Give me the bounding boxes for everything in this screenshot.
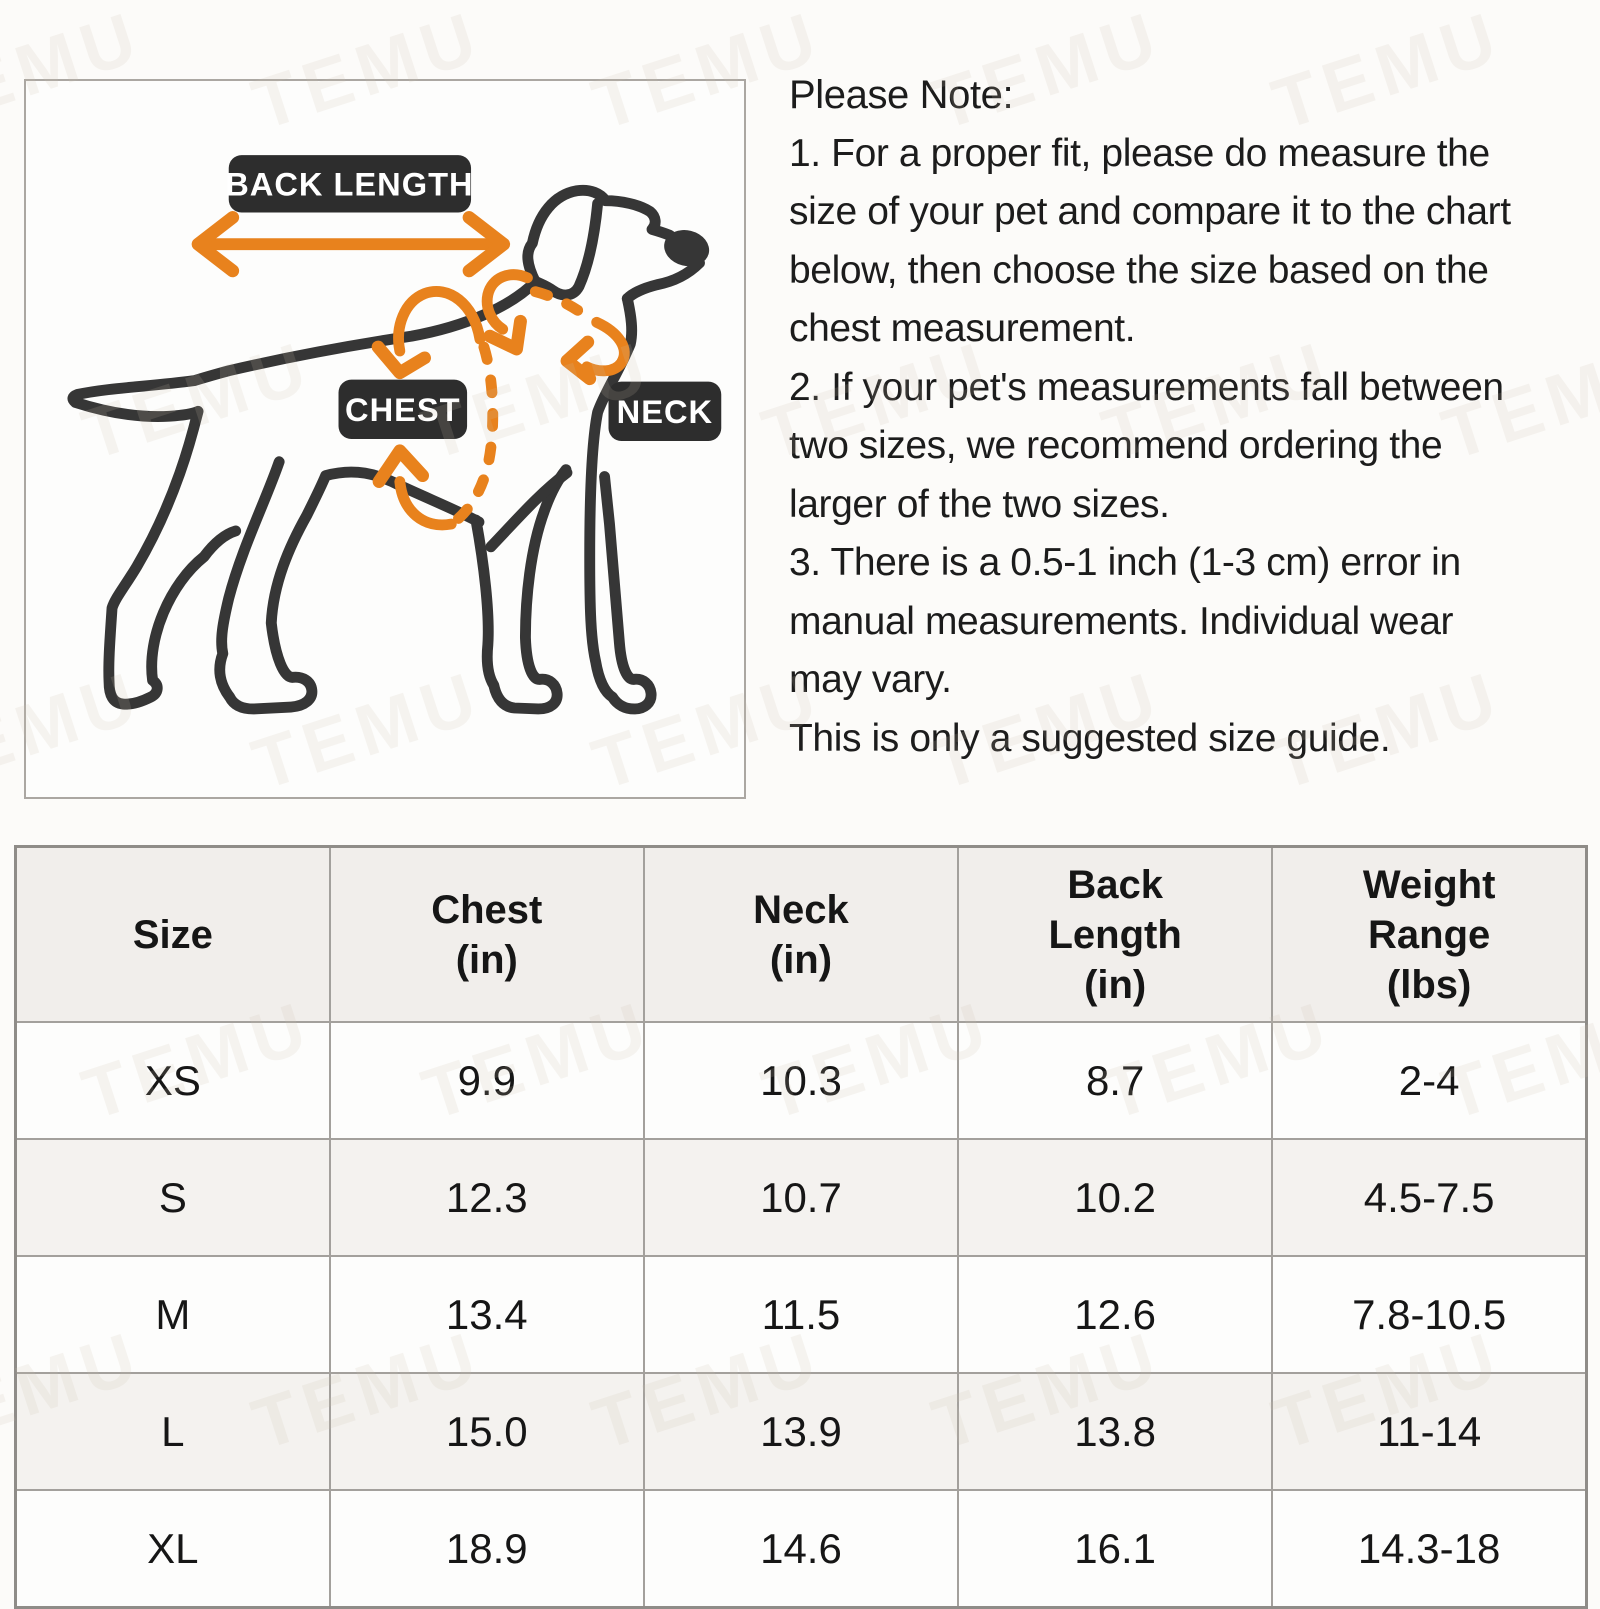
note-line: 2. If your pet's measurements fall betwe… — [789, 365, 1504, 409]
neck-label-text: NECK — [617, 393, 713, 430]
table-cell: 14.6 — [642, 1489, 960, 1609]
table-row: M 13.4 11.5 12.6 7.8-10.5 — [14, 1255, 1588, 1374]
chest-label-text: CHEST — [345, 391, 461, 428]
dog-outline — [67, 184, 710, 715]
size-chart-table: Size Chest (in) Neck (in) Back Length (in) Weigh… — [14, 845, 1588, 1609]
neck-label: NECK — [608, 381, 722, 441]
table-cell: 13.9 — [642, 1372, 960, 1491]
note-line: 1. For a proper fit, please do measure t… — [789, 131, 1490, 175]
column-header: Back Length (in) — [957, 845, 1274, 1023]
table-cell: 7.8-10.5 — [1271, 1255, 1588, 1374]
table-cell: L — [14, 1372, 331, 1491]
table-cell: 4.5-7.5 — [1271, 1138, 1588, 1257]
table-cell: 11.5 — [642, 1255, 960, 1374]
table-cell: XL — [14, 1489, 331, 1609]
table-cell: 9.9 — [328, 1021, 645, 1140]
measurement-diagram-box: BACK LENGTH CHEST NECK — [24, 79, 746, 799]
back-length-label: BACK LENGTH — [225, 155, 473, 213]
chest-measure-arrow — [371, 286, 499, 531]
size-table-body: XS 9.9 10.3 8.7 2-4 S 12.3 10.7 10.2 4.5-7.5 M 13.4… — [14, 1021, 1588, 1609]
table-cell: 16.1 — [957, 1489, 1274, 1609]
table-cell: 8.7 — [957, 1021, 1274, 1140]
table-cell: S — [14, 1138, 331, 1257]
table-row: XS 9.9 10.3 8.7 2-4 — [14, 1021, 1588, 1140]
table-cell: 13.8 — [957, 1372, 1274, 1491]
table-row: L 15.0 13.9 13.8 11-14 — [14, 1372, 1588, 1491]
table-row: XL 18.9 14.6 16.1 14.3-18 — [14, 1489, 1588, 1609]
table-cell: 10.3 — [642, 1021, 960, 1140]
table-cell: 18.9 — [328, 1489, 645, 1609]
column-header: Weight Range (lbs) — [1271, 845, 1588, 1023]
note-title: Please Note: — [789, 73, 1014, 117]
table-row: S 12.3 10.7 10.2 4.5-7.5 — [14, 1138, 1588, 1257]
table-cell: 15.0 — [328, 1372, 645, 1491]
dog-measurement-diagram: BACK LENGTH CHEST NECK — [67, 155, 722, 715]
note-section: Please Note: 1. For a proper fit, please… — [789, 66, 1594, 768]
column-header: Neck (in) — [642, 845, 960, 1023]
note-line: chest measurement. — [789, 307, 1136, 350]
table-cell: 14.3-18 — [1271, 1489, 1588, 1609]
table-cell: 10.2 — [957, 1138, 1274, 1257]
note-line: 3. There is a 0.5-1 inch (1-3 cm) error … — [789, 541, 1461, 584]
table-cell: XS — [14, 1021, 331, 1140]
back-length-label-text: BACK LENGTH — [225, 166, 473, 203]
note-line: size of your pet and compare it to the c… — [789, 190, 1511, 233]
table-cell: 13.4 — [328, 1255, 645, 1374]
note-line: This is only a suggested size guide. — [789, 716, 1391, 760]
note-line: may vary. — [789, 658, 952, 701]
note-line: larger of the two sizes. — [789, 482, 1170, 526]
dog-nose — [664, 229, 710, 267]
chest-label: CHEST — [338, 379, 468, 439]
size-table-header-row: Size Chest (in) Neck (in) Back Length (in) Weigh… — [14, 845, 1588, 1023]
back-length-arrow — [191, 211, 511, 278]
table-cell: 2-4 — [1271, 1021, 1588, 1140]
table-cell: 10.7 — [642, 1138, 960, 1257]
table-cell: 12.3 — [328, 1138, 645, 1257]
table-cell: 11-14 — [1271, 1372, 1588, 1491]
table-cell: 12.6 — [957, 1255, 1274, 1374]
note-line: below, then choose the size based on the — [789, 248, 1489, 292]
note-line: manual measurements. Individual wear — [789, 599, 1454, 643]
table-cell: M — [14, 1255, 331, 1374]
column-header: Size — [14, 845, 331, 1023]
column-header: Chest (in) — [328, 845, 645, 1023]
note-line: two sizes, we recommend ordering the — [789, 424, 1443, 467]
neck-measure-arrow — [481, 269, 630, 386]
note-lines: 1. For a proper fit, please do measure t… — [789, 125, 1594, 769]
